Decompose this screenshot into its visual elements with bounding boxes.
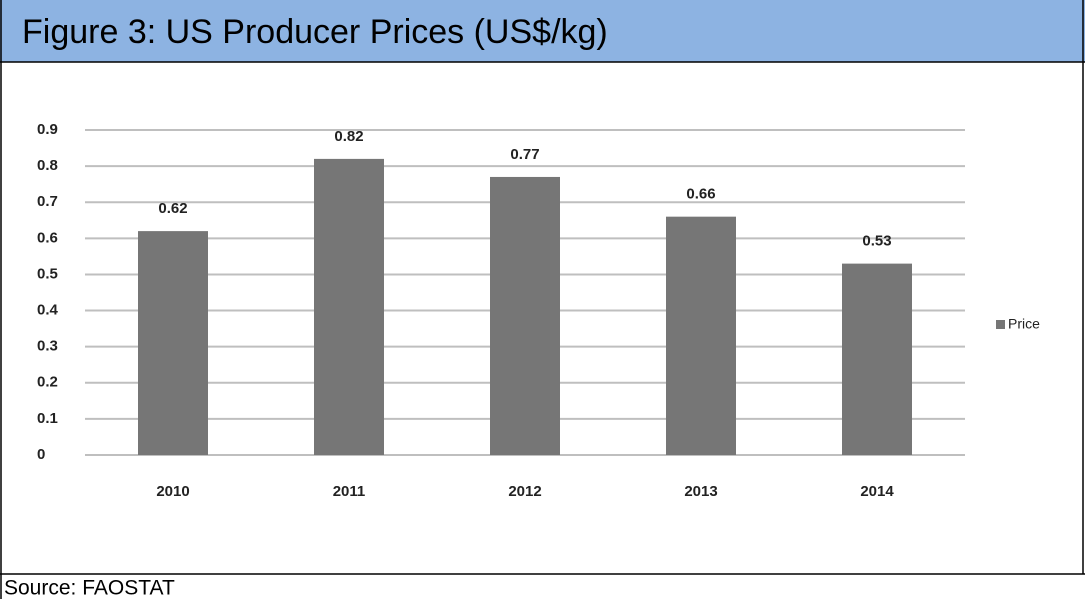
bar — [314, 158, 384, 455]
bar — [842, 263, 912, 455]
source: Source: FAOSTAT — [4, 577, 175, 599]
data-label: 0.66 — [686, 186, 715, 203]
x-tick-label: 2014 — [860, 483, 894, 500]
x-tick-label: 2013 — [684, 483, 717, 500]
data-label: 0.62 — [158, 200, 187, 217]
bar — [138, 231, 208, 455]
y-tick-label: 0.7 — [37, 193, 58, 210]
x-tick-label: 2011 — [333, 483, 366, 500]
chart-title: Figure 3: US Producer Prices (US$/kg) — [22, 13, 608, 51]
y-tick-label: 0.6 — [37, 229, 58, 246]
y-tick-label: 0.1 — [37, 410, 58, 427]
y-tick-label: 0 — [37, 446, 45, 463]
y-tick-label: 0.9 — [37, 121, 58, 138]
y-tick-label: 0.5 — [37, 265, 58, 282]
x-tick-label: 2010 — [156, 483, 189, 500]
bar — [490, 176, 560, 455]
x-tick-label: 2012 — [508, 483, 541, 500]
legend-label: Price — [1008, 316, 1040, 332]
legend-swatch — [996, 320, 1005, 329]
data-label: 0.77 — [510, 146, 539, 163]
y-tick-label: 0.3 — [37, 338, 58, 355]
bar — [666, 216, 736, 455]
y-tick-label: 0.8 — [37, 157, 58, 174]
data-label: 0.82 — [334, 128, 363, 145]
y-tick-label: 0.2 — [37, 374, 58, 391]
title-band — [0, 0, 1085, 62]
data-label: 0.53 — [862, 233, 891, 250]
y-tick-label: 0.4 — [37, 302, 59, 319]
